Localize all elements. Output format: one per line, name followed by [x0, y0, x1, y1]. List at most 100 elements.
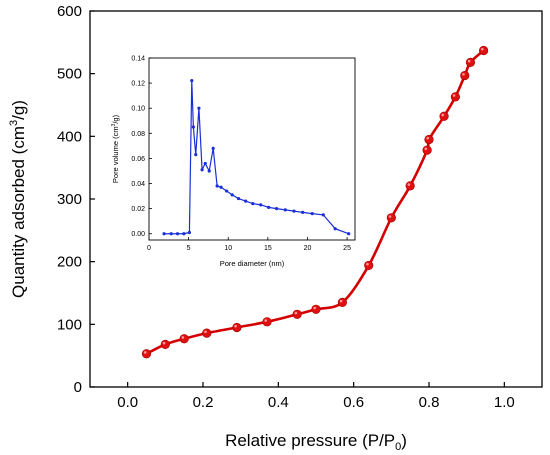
main-isotherm-series — [141, 45, 489, 359]
main-data-point — [141, 349, 152, 359]
main-data-point — [364, 260, 374, 271]
inset-y-tick-label: 0.14 — [131, 56, 145, 63]
main-y-axis-label-end: /g) — [9, 100, 28, 120]
main-data-point-highlight — [313, 306, 317, 310]
inset-x-tick-label: 5 — [187, 245, 191, 252]
inset-data-point — [197, 106, 201, 110]
inset-data-point — [301, 210, 305, 214]
inset-data-point — [244, 199, 248, 203]
main-y-tick-label: 500 — [57, 66, 82, 83]
main-data-point-highlight — [426, 136, 430, 140]
inset-y-tick-label: 0.10 — [131, 106, 145, 113]
main-y-tick-label: 100 — [57, 316, 82, 333]
main-data-point-highlight — [441, 113, 445, 117]
main-y-axis-label-main: Quantity adsorbed (cm — [9, 126, 28, 298]
main-data-point-highlight — [339, 299, 343, 303]
inset-x-tick-label: 25 — [343, 245, 351, 252]
inset-y-axis-label: Pore volume (cm3/g) — [111, 114, 120, 183]
inset-data-point — [194, 153, 198, 157]
main-data-point — [311, 304, 321, 314]
main-data-point-highlight — [294, 311, 298, 315]
inset-data-point — [169, 232, 173, 236]
main-x-axis: 0.0 0.2 0.4 0.6 0.8 1.0 — [117, 382, 515, 411]
inset-y-axis-label-main: Pore volume (cm — [111, 126, 120, 183]
main-data-point — [424, 134, 434, 145]
inset-data-point — [219, 185, 223, 189]
main-y-axis: 0 100 200 300 400 500 600 — [57, 3, 95, 396]
main-x-tick-label: 0.6 — [343, 394, 364, 411]
main-data-point — [422, 145, 432, 155]
main-data-point — [386, 213, 396, 223]
main-data-point-highlight — [181, 336, 185, 339]
inset-x-tick-label: 0 — [147, 245, 151, 252]
main-data-point — [337, 297, 347, 308]
main-data-point-highlight — [264, 319, 268, 322]
inset-y-tick-label: 0.00 — [131, 231, 145, 238]
main-data-point — [179, 334, 189, 344]
inset-y-tick-label: 0.12 — [131, 81, 145, 88]
inset-data-point — [292, 209, 296, 213]
inset-data-point — [251, 202, 255, 206]
main-data-point — [450, 92, 460, 102]
main-data-point-highlight — [366, 262, 369, 266]
inset-data-point — [283, 208, 287, 212]
main-x-axis-label: Relative pressure (P/P0) — [225, 431, 407, 453]
inset-data-point — [175, 232, 180, 236]
inset-pore-volume-series — [162, 78, 351, 236]
inset-data-point — [191, 125, 195, 129]
main-y-tick-label: 300 — [57, 191, 82, 208]
inset-y-axis-label-superscript: 3 — [111, 123, 117, 126]
main-x-tick-label: 0.0 — [117, 394, 138, 411]
inset-data-point — [200, 168, 204, 172]
main-data-point-highlight — [481, 47, 484, 51]
inset-data-point — [321, 213, 325, 217]
inset-data-point — [190, 78, 194, 83]
main-data-point — [160, 339, 170, 349]
main-data-point-highlight — [204, 330, 207, 334]
main-data-point — [465, 57, 476, 67]
inset-series-line — [164, 80, 349, 235]
main-data-point-highlight — [462, 72, 465, 76]
inset-x-axis-label: Pore diameter (nm) — [220, 259, 285, 268]
inset-x-tick-label: 10 — [224, 245, 232, 252]
inset-data-point — [215, 184, 219, 188]
inset-plot-frame — [148, 57, 356, 241]
main-x-tick-label: 1.0 — [494, 394, 515, 411]
inset-data-point — [225, 189, 229, 193]
main-x-tick-label: 0.4 — [268, 394, 289, 411]
main-data-point-highlight — [143, 351, 147, 354]
inset-x-axis: 0 5 10 15 20 25 — [147, 237, 351, 252]
inset-y-tick-label: 0.04 — [131, 181, 145, 188]
inset-data-point — [203, 161, 207, 166]
main-data-point — [232, 322, 242, 333]
main-data-point — [479, 45, 489, 56]
main-y-tick-label: 600 — [57, 3, 82, 20]
main-x-tick-label: 0.8 — [419, 394, 440, 411]
main-data-point — [262, 317, 272, 327]
inset-data-point — [211, 146, 215, 150]
main-data-point-highlight — [407, 183, 411, 186]
main-y-axis-label: Quantity adsorbed (cm3/g) — [8, 100, 28, 298]
inset-y-axis-label-end: /g) — [111, 114, 120, 123]
inset-pore-size-chart: 0 5 10 15 20 25 0.000.020.040.060.080.100.120… — [111, 56, 356, 268]
inset-data-point — [207, 169, 211, 173]
main-y-axis-label-superscript: 3 — [8, 120, 20, 126]
inset-data-point — [230, 193, 234, 197]
inset-data-point — [182, 232, 186, 236]
main-y-tick-label: 200 — [57, 254, 82, 271]
main-y-tick-label: 400 — [57, 128, 82, 145]
inset-data-point — [274, 207, 279, 211]
inset-data-point — [267, 205, 271, 209]
inset-data-point — [310, 212, 314, 216]
main-data-point — [405, 181, 415, 191]
inset-y-tick-label: 0.08 — [131, 131, 145, 138]
inset-y-tick-label: 0.06 — [131, 156, 145, 163]
inset-data-point — [259, 203, 263, 207]
main-data-point-highlight — [162, 341, 166, 345]
main-data-point-highlight — [452, 94, 456, 97]
inset-data-point — [187, 230, 192, 235]
inset-data-point — [333, 227, 337, 231]
main-x-axis-label-end: ) — [401, 431, 407, 450]
main-data-point — [460, 70, 470, 81]
main-plot-frame — [89, 10, 543, 388]
